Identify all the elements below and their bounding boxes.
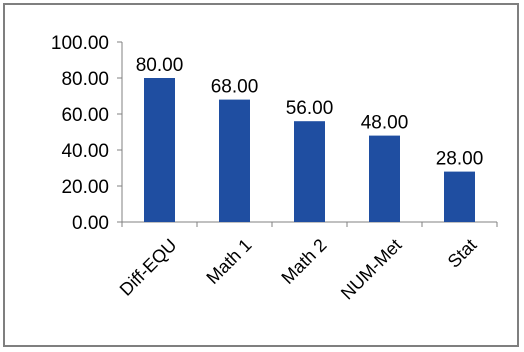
bar-1	[219, 99, 250, 222]
data-label: 80.00	[136, 55, 184, 76]
y-tick-label: 80.00	[61, 69, 109, 90]
y-ticks: 0.00 20.00 40.00 60.00 80.00 100.00	[51, 33, 498, 234]
y-tick-label: 40.00	[61, 141, 109, 162]
category-label: Stat	[444, 235, 481, 272]
category-label: NUM-Met	[337, 235, 406, 304]
category-label: Math 1	[202, 235, 255, 288]
category-label: Diff-EQU	[116, 235, 181, 300]
y-tick-label: 60.00	[61, 105, 109, 126]
bar-3	[369, 135, 400, 222]
data-labels: 80.00 68.00 56.00 48.00 28.00	[136, 55, 484, 170]
bar-2	[294, 121, 325, 222]
y-tick-label: 100.00	[51, 33, 109, 54]
data-label: 48.00	[361, 113, 409, 134]
bar-0	[144, 78, 175, 222]
bars	[144, 78, 475, 222]
data-label: 28.00	[436, 149, 484, 170]
chart-area: 0.00 20.00 40.00 60.00 80.00 100.00 80.00 68.0…	[3, 3, 519, 347]
bar-chart: 0.00 20.00 40.00 60.00 80.00 100.00 80.00 68.0…	[51, 33, 498, 304]
y-tick-label: 20.00	[61, 177, 109, 198]
bar-4	[444, 171, 475, 222]
data-label: 56.00	[286, 98, 334, 119]
category-label: Math 2	[277, 235, 330, 288]
category-labels: Diff-EQU Math 1 Math 2 NUM-Met Stat	[116, 235, 481, 304]
y-tick-label: 0.00	[72, 213, 109, 234]
data-label: 68.00	[211, 77, 259, 98]
